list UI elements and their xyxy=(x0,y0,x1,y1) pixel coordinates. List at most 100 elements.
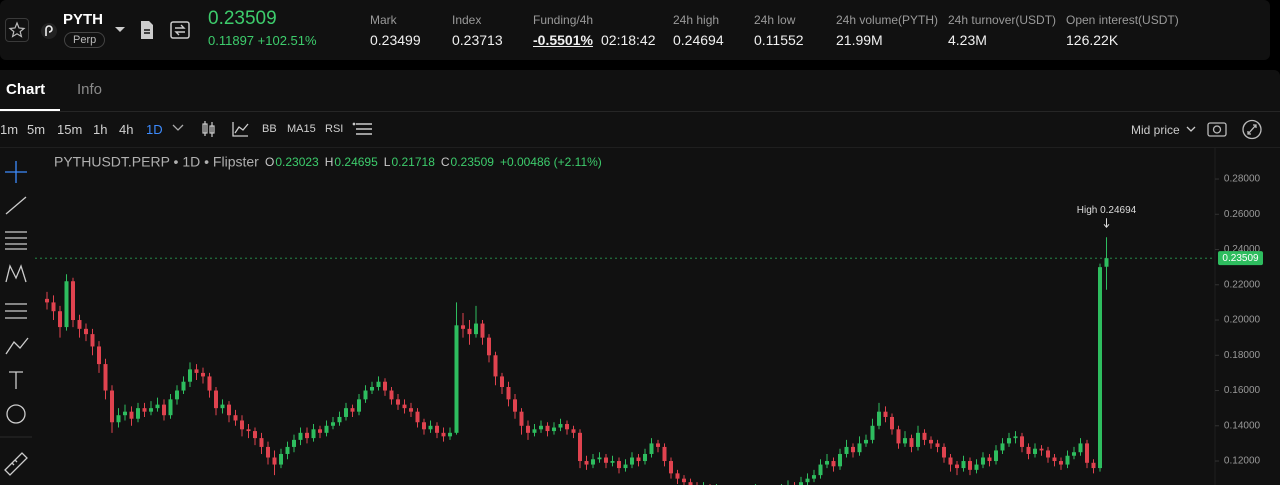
candle-body xyxy=(617,461,621,469)
indicator-button[interactable]: BB xyxy=(262,123,277,135)
candle-body xyxy=(246,429,251,432)
stat-value: 0.23713 xyxy=(452,32,503,48)
candle-body xyxy=(279,453,283,465)
interval-option[interactable]: 5m xyxy=(27,122,46,137)
candle-body xyxy=(396,399,400,405)
emoji-tool[interactable] xyxy=(6,404,26,424)
candle-type-icon[interactable] xyxy=(202,121,215,137)
candle-body xyxy=(344,408,348,417)
trendline-tool[interactable] xyxy=(5,196,27,215)
stat-value: 0.24694 xyxy=(673,32,724,48)
ohlc-value: 0.23023 xyxy=(275,155,319,169)
candle-body xyxy=(480,323,485,338)
candle-body xyxy=(981,457,985,465)
candle-body xyxy=(285,446,290,454)
candle-body xyxy=(474,323,478,335)
ohlc-value: 0.24695 xyxy=(334,155,378,169)
high-annotation: High 0.24694 xyxy=(1077,205,1137,216)
ruler-tool[interactable] xyxy=(4,452,28,476)
indicator-button[interactable]: MA15 xyxy=(287,123,316,135)
stat-value: 21.99M xyxy=(836,32,883,48)
tab-info[interactable]: Info xyxy=(77,81,103,98)
price-mode-dropdown[interactable] xyxy=(1186,126,1196,132)
candle-body xyxy=(201,372,205,377)
candle-body xyxy=(292,439,296,447)
ohlc-label: L xyxy=(384,155,391,169)
candle-body xyxy=(513,399,517,412)
candle-body xyxy=(415,411,420,423)
candle-body xyxy=(58,311,62,328)
price-mode[interactable]: Mid price xyxy=(1131,123,1180,137)
candle-body xyxy=(409,408,413,412)
candle-body xyxy=(110,390,114,423)
candle-body xyxy=(84,328,88,335)
interval-dropdown[interactable] xyxy=(172,124,184,131)
candle-body xyxy=(461,325,465,329)
camera-icon[interactable] xyxy=(1207,122,1227,137)
y-tick-label: 0.22000 xyxy=(1224,279,1261,290)
pattern-tool[interactable] xyxy=(5,264,27,283)
candle-body xyxy=(857,443,862,453)
candle-body xyxy=(526,425,530,433)
symbol[interactable]: PYTH xyxy=(63,11,104,28)
text-tool[interactable] xyxy=(9,371,23,389)
candle-body xyxy=(831,461,836,467)
candle-body xyxy=(428,425,433,430)
candle-body xyxy=(214,390,218,409)
parallel-lines-tool[interactable] xyxy=(5,231,27,250)
candle-body xyxy=(506,387,511,400)
candle-body xyxy=(987,457,992,462)
tab-chart[interactable]: Chart xyxy=(6,81,46,98)
candle-body xyxy=(591,459,595,465)
candle-body xyxy=(636,457,641,462)
candle-body xyxy=(448,432,452,437)
symbol-dropdown[interactable] xyxy=(114,25,126,35)
candle-body xyxy=(994,450,998,462)
candle-body xyxy=(604,457,608,463)
fullscreen-icon[interactable] xyxy=(1242,119,1262,140)
candle-body xyxy=(1065,455,1070,465)
candle-body xyxy=(1098,267,1102,469)
favorite-button[interactable] xyxy=(5,18,29,42)
interval-option[interactable]: 15m xyxy=(57,122,83,137)
interval-option[interactable]: 1m xyxy=(0,122,19,137)
interval-option[interactable]: 1h xyxy=(93,122,108,137)
brush-tool[interactable] xyxy=(5,337,29,355)
candle-body xyxy=(903,438,907,444)
candle-body xyxy=(623,464,628,469)
ohlc-change: +0.00486 (+2.11%) xyxy=(500,155,602,169)
candle-body xyxy=(71,281,75,321)
interval-option[interactable]: 4h xyxy=(119,122,134,137)
candle-body xyxy=(1085,443,1089,463)
candle-body xyxy=(181,381,186,391)
candle-body xyxy=(961,461,966,469)
candle-body xyxy=(370,387,374,391)
interval-option[interactable]: 1D xyxy=(146,122,163,137)
swap-icon[interactable] xyxy=(170,21,190,39)
candle-body xyxy=(1052,457,1057,462)
candle-body xyxy=(116,415,121,423)
crosshair-tool[interactable] xyxy=(5,161,27,183)
candle-body xyxy=(649,443,654,454)
candle-body xyxy=(1033,448,1037,454)
notes-icon[interactable] xyxy=(138,20,156,40)
ohlc-label: O xyxy=(265,155,274,169)
fib-tool[interactable] xyxy=(5,303,27,319)
candle-body xyxy=(818,464,823,476)
indicator-icon[interactable] xyxy=(232,122,249,137)
candle-body xyxy=(630,457,634,465)
stat-label: 24h volume(PYTH) xyxy=(836,13,939,27)
chart-title: PYTHUSDT.PERP • 1D • Flipster xyxy=(54,154,259,170)
candle-body xyxy=(175,390,179,400)
candle-body xyxy=(240,420,244,430)
candle-body xyxy=(454,325,459,433)
indicator-button[interactable]: RSI xyxy=(325,123,344,135)
candle-body xyxy=(318,429,322,433)
candle-body xyxy=(1026,446,1031,454)
last-price-tag-label: 0.23509 xyxy=(1222,253,1259,264)
layout-icon[interactable] xyxy=(352,122,372,135)
funding-rate[interactable]: -0.5501% xyxy=(533,32,593,48)
candle-body xyxy=(129,411,134,419)
